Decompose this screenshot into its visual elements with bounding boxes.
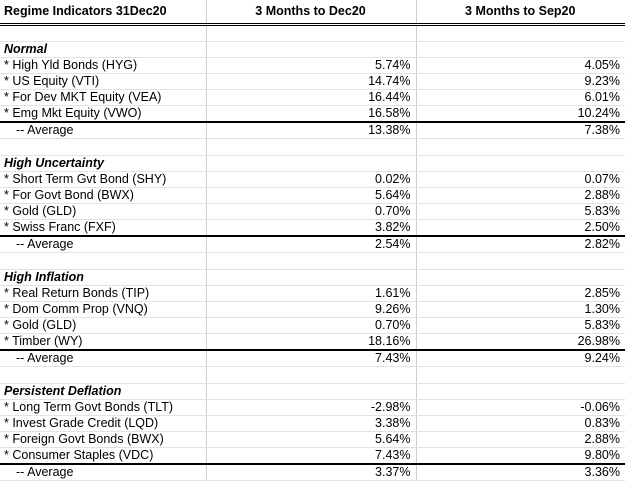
average-dec20[interactable]: 7.43%	[206, 349, 417, 367]
asset-label[interactable]: * Swiss Franc (FXF)	[0, 219, 207, 237]
return-sep20[interactable]: 1.30%	[416, 301, 625, 318]
return-sep20[interactable]: 2.50%	[416, 219, 625, 237]
return-dec20[interactable]: 0.70%	[206, 317, 417, 334]
return-dec20[interactable]: 16.44%	[206, 89, 417, 106]
return-dec20[interactable]: 3.38%	[206, 415, 417, 432]
table-row: * Real Return Bonds (TIP) 1.61% 2.85%	[0, 285, 625, 302]
asset-label[interactable]: * Dom Comm Prop (VNQ)	[0, 301, 207, 318]
average-dec20[interactable]: 2.54%	[206, 235, 417, 253]
section-header-row: High Uncertainty	[0, 155, 625, 172]
asset-label[interactable]: * Short Term Gvt Bond (SHY)	[0, 171, 207, 188]
column-header-sep20[interactable]: 3 Months to Sep20	[416, 0, 625, 26]
table-row: * Short Term Gvt Bond (SHY) 0.02% 0.07%	[0, 171, 625, 188]
average-row: -- Average 2.54% 2.82%	[0, 235, 625, 253]
table-row: * Long Term Govt Bonds (TLT) -2.98% -0.0…	[0, 399, 625, 416]
average-row: -- Average 7.43% 9.24%	[0, 349, 625, 367]
average-row: -- Average 13.38% 7.38%	[0, 121, 625, 139]
return-dec20[interactable]: 0.02%	[206, 171, 417, 188]
return-dec20[interactable]: 5.74%	[206, 57, 417, 74]
return-dec20[interactable]: 0.70%	[206, 203, 417, 220]
asset-label[interactable]: * Gold (GLD)	[0, 317, 207, 334]
table-row: * US Equity (VTI) 14.74% 9.23%	[0, 73, 625, 90]
table-row: * Swiss Franc (FXF) 3.82% 2.50%	[0, 219, 625, 237]
asset-label[interactable]: * Emg Mkt Equity (VWO)	[0, 105, 207, 123]
table-row: * Consumer Staples (VDC) 7.43% 9.80%	[0, 447, 625, 465]
asset-label[interactable]: * Real Return Bonds (TIP)	[0, 285, 207, 302]
spacer-row	[0, 138, 625, 156]
section-header-row: High Inflation	[0, 269, 625, 286]
column-header-dec20[interactable]: 3 Months to Dec20	[206, 0, 417, 26]
return-sep20[interactable]: 26.98%	[416, 333, 625, 351]
section-title[interactable]: High Uncertainty	[0, 155, 207, 172]
average-sep20[interactable]: 3.36%	[416, 463, 625, 481]
return-sep20[interactable]: 2.85%	[416, 285, 625, 302]
return-sep20[interactable]: 9.23%	[416, 73, 625, 90]
average-label[interactable]: -- Average	[0, 235, 207, 253]
asset-label[interactable]: * High Yld Bonds (HYG)	[0, 57, 207, 74]
section-header-row: Persistent Deflation	[0, 383, 625, 400]
asset-label[interactable]: * Long Term Govt Bonds (TLT)	[0, 399, 207, 416]
asset-label[interactable]: * Timber (WY)	[0, 333, 207, 351]
table-row: * Invest Grade Credit (LQD) 3.38% 0.83%	[0, 415, 625, 432]
table-title[interactable]: Regime Indicators 31Dec20	[0, 0, 207, 26]
return-dec20[interactable]: 16.58%	[206, 105, 417, 123]
return-sep20[interactable]: 2.88%	[416, 187, 625, 204]
table-row: * Gold (GLD) 0.70% 5.83%	[0, 203, 625, 220]
average-dec20[interactable]: 13.38%	[206, 121, 417, 139]
section-title[interactable]: Normal	[0, 41, 207, 58]
asset-label[interactable]: * Consumer Staples (VDC)	[0, 447, 207, 465]
asset-label[interactable]: * Gold (GLD)	[0, 203, 207, 220]
average-label[interactable]: -- Average	[0, 121, 207, 139]
table-row: * For Dev MKT Equity (VEA) 16.44% 6.01%	[0, 89, 625, 106]
asset-label[interactable]: * For Dev MKT Equity (VEA)	[0, 89, 207, 106]
return-dec20[interactable]: 7.43%	[206, 447, 417, 465]
return-sep20[interactable]: 5.83%	[416, 317, 625, 334]
return-dec20[interactable]: 18.16%	[206, 333, 417, 351]
return-sep20[interactable]: 5.83%	[416, 203, 625, 220]
average-row: -- Average 3.37% 3.36%	[0, 463, 625, 481]
return-dec20[interactable]: 5.64%	[206, 187, 417, 204]
table-row: * Emg Mkt Equity (VWO) 16.58% 10.24%	[0, 105, 625, 123]
table-row: * Timber (WY) 18.16% 26.98%	[0, 333, 625, 351]
spacer-row	[0, 252, 625, 270]
asset-label[interactable]: * Invest Grade Credit (LQD)	[0, 415, 207, 432]
return-dec20[interactable]: 9.26%	[206, 301, 417, 318]
section-title[interactable]: High Inflation	[0, 269, 207, 286]
average-sep20[interactable]: 7.38%	[416, 121, 625, 139]
spacer-row	[0, 24, 625, 42]
return-sep20[interactable]: 6.01%	[416, 89, 625, 106]
return-sep20[interactable]: 9.80%	[416, 447, 625, 465]
return-dec20[interactable]: 3.82%	[206, 219, 417, 237]
return-sep20[interactable]: -0.06%	[416, 399, 625, 416]
return-sep20[interactable]: 0.83%	[416, 415, 625, 432]
average-label[interactable]: -- Average	[0, 349, 207, 367]
return-sep20[interactable]: 2.88%	[416, 431, 625, 448]
return-sep20[interactable]: 10.24%	[416, 105, 625, 123]
return-dec20[interactable]: 1.61%	[206, 285, 417, 302]
return-dec20[interactable]: 14.74%	[206, 73, 417, 90]
section-title[interactable]: Persistent Deflation	[0, 383, 207, 400]
average-sep20[interactable]: 9.24%	[416, 349, 625, 367]
return-dec20[interactable]: 5.64%	[206, 431, 417, 448]
return-sep20[interactable]: 0.07%	[416, 171, 625, 188]
average-dec20[interactable]: 3.37%	[206, 463, 417, 481]
average-sep20[interactable]: 2.82%	[416, 235, 625, 253]
header-row: Regime Indicators 31Dec20 3 Months to De…	[0, 0, 625, 26]
table-row: * Gold (GLD) 0.70% 5.83%	[0, 317, 625, 334]
spacer-row	[0, 366, 625, 384]
table-row: * Foreign Govt Bonds (BWX) 5.64% 2.88%	[0, 431, 625, 448]
average-label[interactable]: -- Average	[0, 463, 207, 481]
asset-label[interactable]: * For Govt Bond (BWX)	[0, 187, 207, 204]
table-row: * For Govt Bond (BWX) 5.64% 2.88%	[0, 187, 625, 204]
return-sep20[interactable]: 4.05%	[416, 57, 625, 74]
return-dec20[interactable]: -2.98%	[206, 399, 417, 416]
asset-label[interactable]: * US Equity (VTI)	[0, 73, 207, 90]
table-row: * Dom Comm Prop (VNQ) 9.26% 1.30%	[0, 301, 625, 318]
table-row: * High Yld Bonds (HYG) 5.74% 4.05%	[0, 57, 625, 74]
section-header-row: Normal	[0, 41, 625, 58]
asset-label[interactable]: * Foreign Govt Bonds (BWX)	[0, 431, 207, 448]
